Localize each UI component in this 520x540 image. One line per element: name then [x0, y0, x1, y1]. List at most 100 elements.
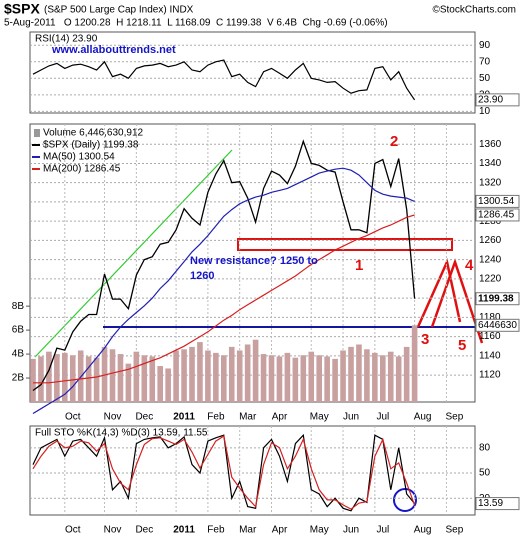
panel-frame	[29, 123, 476, 403]
x-tick-label: Oct	[65, 412, 81, 423]
x-tick-label: Jul	[376, 525, 389, 536]
volume-bar	[364, 349, 370, 402]
x-tick-label: Mar	[239, 525, 257, 536]
volume-bar	[380, 355, 386, 402]
y2-tick-label: 8B	[12, 301, 25, 312]
y-tick-label: 1180	[479, 312, 501, 323]
x-tick-label: Oct	[65, 525, 81, 536]
annotation: 3	[421, 331, 429, 348]
volume-bar	[356, 344, 362, 402]
volume-bar	[308, 351, 315, 402]
y-tick-label: 1240	[479, 254, 502, 265]
x-tick-label: Apr	[272, 412, 288, 423]
x-tick-label: Dec	[135, 525, 153, 536]
volume-bar	[205, 350, 211, 402]
volume-bar	[244, 344, 251, 402]
volume-bar	[260, 354, 267, 402]
volume-bar	[125, 363, 132, 402]
volume-bar	[284, 352, 291, 402]
volume-bar	[54, 354, 60, 402]
legend-label: $SPX (Daily) 1199.38	[43, 140, 139, 151]
volume-bar	[62, 352, 68, 402]
x-tick-label: May	[310, 412, 329, 423]
end-label: 1300.54	[478, 196, 515, 207]
legend-label: MA(50) 1300.54	[43, 152, 115, 163]
source: ©StockCharts.com	[432, 5, 516, 16]
volume-bar	[221, 355, 227, 402]
legend-label: Volume 6,446,630,912	[43, 128, 144, 139]
volume-bar	[340, 350, 346, 402]
end-label: 1199.38	[478, 293, 514, 304]
chart-subtitle: (S&P 500 Large Cap Index) INDX	[44, 5, 194, 16]
series-line	[32, 435, 416, 510]
x-tick-label: Jun	[343, 525, 359, 536]
end-label-box	[475, 318, 520, 332]
y-tick-label: 80	[479, 442, 491, 453]
end-label: 1286.45	[478, 210, 515, 221]
y-tick-label: 1320	[479, 177, 502, 188]
series-line	[33, 214, 415, 384]
end-label: 6446630	[478, 320, 517, 331]
panel-title: RSI(14) 23.90	[35, 34, 98, 45]
quote: 5-Aug-2011 O 1200.28 H 1218.11 L 1168.09…	[4, 18, 388, 29]
panel-frame	[29, 425, 476, 516]
volume-bar	[93, 357, 100, 402]
chart-title: $SPX	[4, 1, 40, 17]
series-line	[32, 433, 416, 512]
y-tick-label: 50	[479, 468, 491, 479]
volume-bar	[101, 346, 108, 402]
end-label-box	[475, 93, 520, 107]
legend-swatch	[34, 129, 40, 137]
y-tick-label: 1360	[479, 139, 502, 150]
volume-bar	[332, 358, 338, 402]
annotation: 4	[465, 257, 474, 274]
volume-bar	[109, 349, 116, 402]
volume-bar	[197, 342, 203, 402]
x-tick-label: Aug	[414, 525, 432, 536]
y2-tick-label: 4B	[12, 349, 25, 360]
volume-bar	[236, 350, 243, 402]
end-label-box	[475, 208, 520, 222]
end-label-box	[475, 194, 520, 208]
projection-line	[416, 258, 462, 328]
x-tick-label: Aug	[414, 412, 432, 423]
panel-frame	[29, 31, 476, 114]
y-tick-label: 1340	[479, 158, 502, 169]
annotation: 5	[458, 337, 466, 354]
y-tick-label: 10	[479, 106, 491, 117]
volume-bar	[85, 356, 92, 402]
end-label-box	[475, 497, 520, 511]
x-tick-label: Feb	[207, 525, 225, 536]
volume-bar	[324, 356, 330, 402]
volume-bar	[46, 351, 52, 402]
x-tick-label: Apr	[272, 525, 288, 536]
series-line	[32, 59, 416, 101]
y-tick-label: 1140	[479, 350, 501, 361]
volume-bar	[292, 357, 299, 402]
volume-bar	[276, 356, 283, 402]
trend-line	[34, 149, 233, 358]
volume-bar	[403, 346, 410, 402]
x-tick-label: Sep	[446, 525, 464, 536]
x-tick-label: Dec	[135, 412, 153, 423]
x-tick-label: Mar	[239, 412, 257, 423]
volume-bar	[252, 339, 259, 402]
volume-bar	[189, 346, 195, 402]
volume-bar	[395, 356, 402, 402]
annotation: 1	[355, 257, 363, 274]
y-tick-label: 1120	[479, 370, 501, 381]
x-tick-label: Jun	[343, 412, 359, 423]
annotation: www.allabouttrends.net	[51, 44, 176, 56]
volume-bar	[387, 351, 394, 402]
volume-bar	[149, 356, 156, 402]
volume-bar	[173, 350, 179, 402]
volume-bar	[228, 346, 235, 402]
end-label: 13.59	[478, 498, 503, 509]
x-tick-label: Nov	[104, 525, 122, 536]
end-label: 23.90	[478, 94, 503, 105]
volume-bar	[117, 354, 124, 402]
annotation: New resistance? 1250 to 1260	[190, 255, 318, 282]
end-label-box	[475, 292, 520, 306]
volume-bar	[181, 349, 187, 402]
